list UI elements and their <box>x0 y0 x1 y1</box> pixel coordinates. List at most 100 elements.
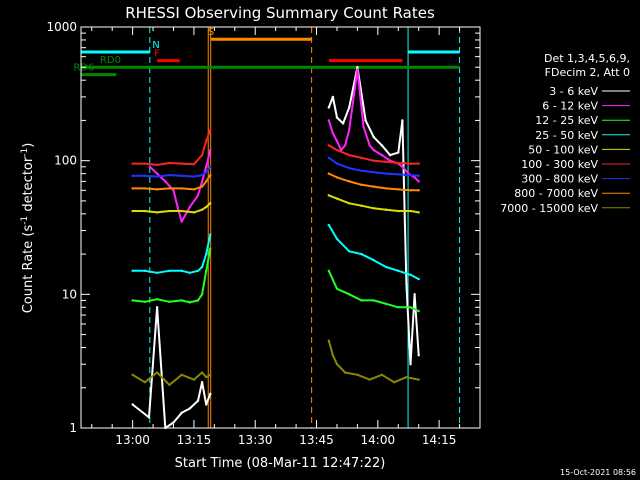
series-point-1-0-3 <box>172 189 175 192</box>
series-point-1-0-10 <box>209 148 212 152</box>
legend-label-7: 800 - 7000 keV <box>514 187 598 200</box>
annotation-label-n: N <box>152 40 159 51</box>
series-point-8-1-4 <box>356 373 359 377</box>
series-point-3-0-6 <box>196 269 200 272</box>
series-point-3-1-4 <box>372 259 375 262</box>
x-tick-label-2: 13:30 <box>238 433 273 447</box>
x-tick-label-1: 13:15 <box>177 433 212 447</box>
series-point-2-1-4 <box>372 299 375 302</box>
series-point-7-0-8 <box>209 173 212 177</box>
series-point-0-1-13 <box>409 363 412 366</box>
series-point-5-1-0 <box>327 144 330 147</box>
series-point-2-1-8 <box>417 309 420 313</box>
series-point-4-1-2 <box>348 202 351 205</box>
series-point-7-0-5 <box>192 188 196 191</box>
series-point-0-1-9 <box>388 153 392 157</box>
series-point-3-1-8 <box>417 277 420 281</box>
series-point-8-0-4 <box>180 373 183 377</box>
legend-label-0: 3 - 6 keV <box>549 85 598 98</box>
series-point-6-0-0 <box>131 174 134 178</box>
x-tick-label-0: 13:00 <box>115 433 150 447</box>
series-point-6-0-3 <box>168 173 171 177</box>
series-point-8-0-5 <box>192 378 196 381</box>
series-point-5-0-7 <box>204 139 208 143</box>
legend-label-6: 300 - 800 keV <box>521 173 598 186</box>
y-tick-label-2: 100 <box>54 154 77 168</box>
series-point-2-1-6 <box>397 306 400 309</box>
series-point-4-0-0 <box>131 209 134 213</box>
series-point-6-1-7 <box>409 173 412 177</box>
series-point-1-1-1 <box>331 132 335 135</box>
series-point-0-0-5 <box>180 411 183 414</box>
y-tick-label-1: 10 <box>62 287 77 301</box>
series-point-1-0-1 <box>155 172 159 175</box>
series-point-7-1-6 <box>397 188 400 191</box>
legend-label-1: 6 - 12 keV <box>542 100 598 113</box>
series-point-6-0-6 <box>200 173 204 177</box>
series-point-2-1-2 <box>348 293 351 296</box>
series-point-1-0-8 <box>200 180 204 183</box>
series-point-0-1-0 <box>327 106 330 109</box>
series-point-6-1-2 <box>348 166 351 170</box>
series-point-5-1-3 <box>360 156 363 160</box>
series-point-1-0-4 <box>176 205 179 209</box>
series-point-8-0-7 <box>204 375 208 379</box>
series-point-0-0-10 <box>209 392 212 396</box>
series-point-5-1-5 <box>384 160 388 164</box>
series-point-4-0-1 <box>143 209 147 213</box>
series-point-6-1-6 <box>397 173 400 176</box>
series-line-0-segment-1 <box>327 66 420 366</box>
series-point-2-0-1 <box>143 300 147 303</box>
series-point-7-1-0 <box>327 172 330 175</box>
annotation-label-rd0: RD0 <box>100 55 121 66</box>
series-point-0-0-1 <box>147 416 151 419</box>
series-point-4-1-8 <box>417 211 420 214</box>
series-point-7-1-1 <box>335 176 339 179</box>
series-point-2-1-0 <box>327 269 330 272</box>
series-point-5-1-2 <box>348 153 351 157</box>
series-point-1-1-10 <box>380 153 384 157</box>
series-point-8-1-7 <box>392 381 396 384</box>
series-point-7-1-4 <box>372 185 375 188</box>
series-point-5-1-7 <box>409 162 412 165</box>
series-point-6-1-4 <box>372 170 375 174</box>
series-point-1-1-4 <box>343 144 347 147</box>
legend-label-4: 50 - 100 keV <box>528 143 598 156</box>
series-point-3-0-7 <box>200 265 204 269</box>
series-line-8-segment-1 <box>327 340 419 384</box>
series-point-4-1-5 <box>384 208 388 211</box>
series-point-0-1-14 <box>413 293 416 296</box>
series-point-3-1-0 <box>327 223 330 227</box>
annotation-label-s: S <box>208 27 214 38</box>
legend-header-line-1: Det 1,3,4,5,6,9, <box>544 52 630 65</box>
series-point-1-1-8 <box>368 144 371 147</box>
series-point-0-0-4 <box>172 421 175 424</box>
series-point-7-1-2 <box>348 180 351 183</box>
series-point-4-1-0 <box>327 194 330 197</box>
series-point-3-0-4 <box>180 269 183 272</box>
series-point-3-1-3 <box>360 252 363 256</box>
series-point-1-0-2 <box>164 180 167 183</box>
plot-frame <box>80 26 481 429</box>
series-point-5-1-4 <box>372 159 375 162</box>
series-point-3-0-1 <box>143 269 147 272</box>
series-point-5-1-6 <box>397 161 400 165</box>
series-point-8-1-6 <box>380 373 384 377</box>
series-point-6-1-1 <box>335 162 339 165</box>
series-point-4-0-2 <box>155 211 159 214</box>
series-point-3-0-2 <box>155 271 159 274</box>
series-point-4-1-6 <box>397 209 400 213</box>
series-point-8-1-2 <box>335 363 339 366</box>
series-point-6-0-8 <box>209 165 212 168</box>
footer-date: 15-Oct-2021 08:56 <box>560 468 636 477</box>
series-point-1-0-0 <box>148 165 151 168</box>
series-point-0-1-10 <box>397 151 400 154</box>
series-point-4-0-6 <box>200 208 204 211</box>
x-tick-label-5: 14:15 <box>422 433 457 447</box>
series-point-8-1-0 <box>327 339 330 342</box>
series-point-1-1-7 <box>362 125 365 128</box>
series-point-7-0-0 <box>131 187 134 190</box>
series-point-0-0-9 <box>204 403 208 406</box>
series-point-7-1-8 <box>417 189 420 192</box>
series-point-1-0-5 <box>180 220 183 223</box>
